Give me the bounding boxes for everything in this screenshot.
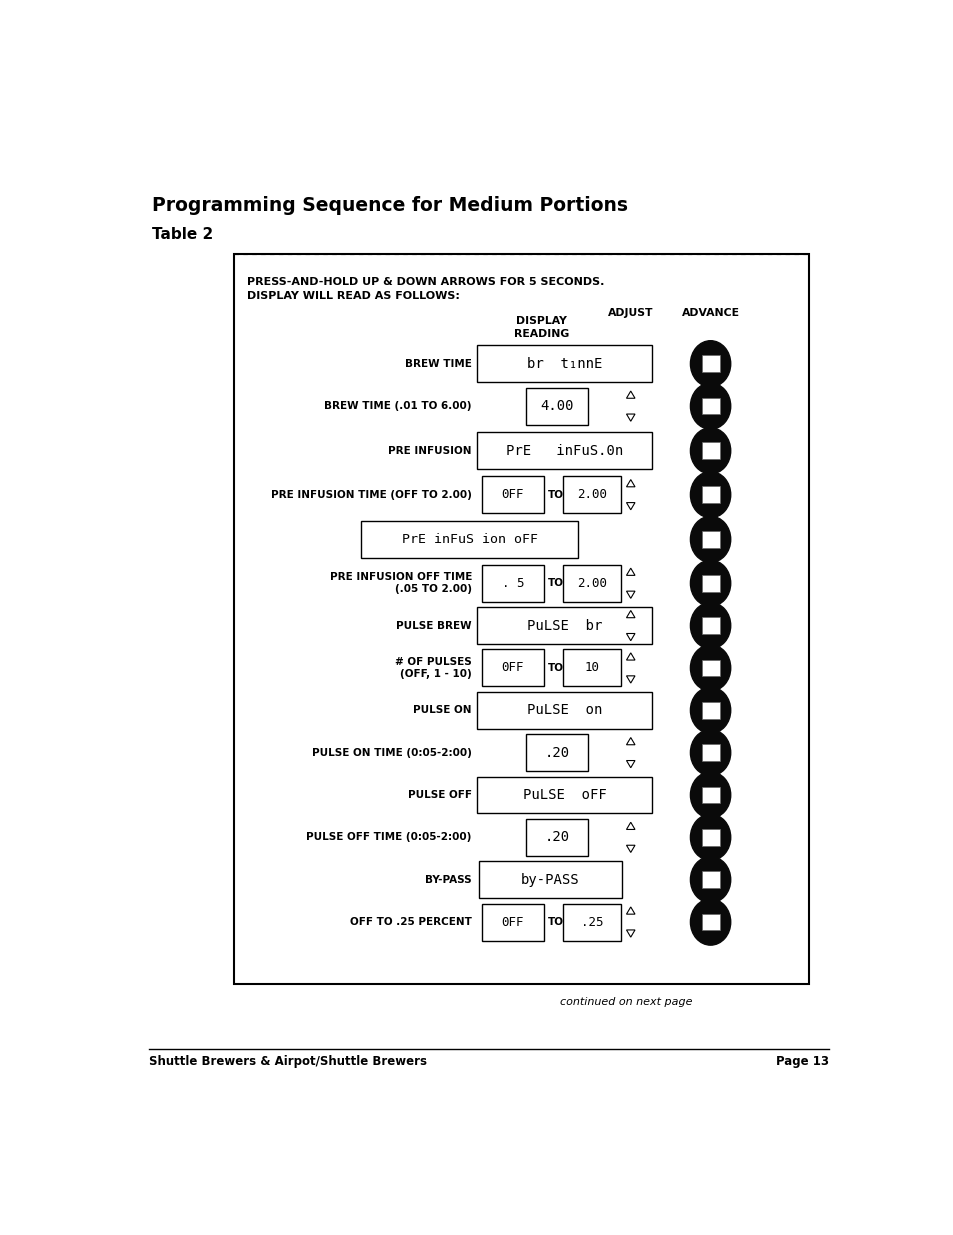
Ellipse shape xyxy=(690,645,730,692)
Text: 10: 10 xyxy=(584,662,599,674)
Text: 0FF: 0FF xyxy=(501,488,523,501)
Bar xyxy=(700,487,719,503)
Text: .20: .20 xyxy=(544,746,569,760)
Ellipse shape xyxy=(690,772,730,818)
Bar xyxy=(700,787,719,803)
Bar xyxy=(476,608,651,645)
Bar xyxy=(476,432,651,469)
Ellipse shape xyxy=(690,857,730,903)
Ellipse shape xyxy=(690,730,730,776)
Ellipse shape xyxy=(690,814,730,861)
Bar xyxy=(700,576,719,592)
Text: TO: TO xyxy=(547,663,563,673)
Text: 2.00: 2.00 xyxy=(577,488,607,501)
Text: DISPLAY
READING: DISPLAY READING xyxy=(514,316,569,338)
Bar xyxy=(476,777,651,814)
Bar xyxy=(700,659,719,677)
Text: PuLSE  oFF: PuLSE oFF xyxy=(522,788,606,802)
Text: Page 13: Page 13 xyxy=(776,1055,828,1068)
Text: DISPLAY WILL READ AS FOLLOWS:: DISPLAY WILL READ AS FOLLOWS: xyxy=(247,290,459,300)
Text: TO: TO xyxy=(547,490,563,500)
Bar xyxy=(700,872,719,888)
Text: 4.00: 4.00 xyxy=(539,399,574,414)
Text: by-PASS: by-PASS xyxy=(520,873,579,887)
Bar xyxy=(525,388,587,425)
Ellipse shape xyxy=(690,427,730,474)
Text: PULSE OFF TIME (0:05-2:00): PULSE OFF TIME (0:05-2:00) xyxy=(306,832,472,842)
Ellipse shape xyxy=(690,899,730,945)
Text: PRE INFUSION OFF TIME
(.05 TO 2.00): PRE INFUSION OFF TIME (.05 TO 2.00) xyxy=(329,572,472,594)
Bar xyxy=(700,914,719,930)
Text: PRE INFUSION: PRE INFUSION xyxy=(388,446,472,456)
Text: 2.00: 2.00 xyxy=(577,577,607,590)
Bar xyxy=(700,531,719,547)
Text: continued on next page: continued on next page xyxy=(559,997,692,1007)
Bar xyxy=(562,564,620,601)
Text: PRE INFUSION: PRE INFUSION xyxy=(388,535,472,545)
Text: PRESS-AND-HOLD UP & DOWN ARROWS FOR 5 SECONDS.: PRESS-AND-HOLD UP & DOWN ARROWS FOR 5 SE… xyxy=(247,277,604,287)
Ellipse shape xyxy=(690,516,730,562)
Text: . 5: . 5 xyxy=(501,577,523,590)
Bar xyxy=(700,745,719,761)
Text: PULSE BREW: PULSE BREW xyxy=(395,621,472,631)
Ellipse shape xyxy=(690,383,730,430)
Bar xyxy=(700,701,719,719)
Ellipse shape xyxy=(690,687,730,734)
Text: BREW TIME: BREW TIME xyxy=(405,359,472,369)
Text: Shuttle Brewers & Airpot/Shuttle Brewers: Shuttle Brewers & Airpot/Shuttle Brewers xyxy=(149,1055,426,1068)
Text: .20: .20 xyxy=(544,830,569,845)
Bar xyxy=(481,650,543,687)
Bar xyxy=(481,904,543,941)
Text: PrE inFuS ion oFF: PrE inFuS ion oFF xyxy=(401,532,537,546)
Text: PULSE OFF: PULSE OFF xyxy=(408,790,472,800)
Text: PrE   inFuS.0n: PrE inFuS.0n xyxy=(505,443,622,458)
Bar xyxy=(525,734,587,771)
Bar xyxy=(360,521,578,558)
Text: 0FF: 0FF xyxy=(501,662,523,674)
Text: PuLSE  br: PuLSE br xyxy=(526,619,601,632)
Text: PULSE ON TIME (0:05-2:00): PULSE ON TIME (0:05-2:00) xyxy=(312,747,472,757)
Ellipse shape xyxy=(690,341,730,387)
Bar xyxy=(233,254,808,983)
Bar xyxy=(700,356,719,372)
Text: PuLSE  on: PuLSE on xyxy=(526,703,601,718)
Text: .25: .25 xyxy=(580,915,603,929)
Bar xyxy=(562,477,620,514)
Ellipse shape xyxy=(690,472,730,517)
Text: PULSE ON: PULSE ON xyxy=(413,705,472,715)
Text: TO: TO xyxy=(547,918,563,927)
Bar xyxy=(481,564,543,601)
Bar xyxy=(700,442,719,459)
Text: # OF PULSES
(OFF, 1 - 10): # OF PULSES (OFF, 1 - 10) xyxy=(395,657,472,679)
Bar xyxy=(525,819,587,856)
Bar xyxy=(562,650,620,687)
Text: br  t₁nnE: br t₁nnE xyxy=(526,357,601,370)
Bar xyxy=(476,692,651,729)
Text: OFF TO .25 PERCENT: OFF TO .25 PERCENT xyxy=(350,918,472,927)
Text: Programming Sequence for Medium Portions: Programming Sequence for Medium Portions xyxy=(152,196,627,215)
Bar xyxy=(478,861,621,898)
Text: ADVANCE: ADVANCE xyxy=(680,309,739,319)
Text: BY-PASS: BY-PASS xyxy=(425,874,472,884)
Bar xyxy=(700,398,719,415)
Ellipse shape xyxy=(690,603,730,648)
Text: Table 2: Table 2 xyxy=(152,227,213,242)
Bar xyxy=(476,346,651,383)
Bar xyxy=(481,477,543,514)
Text: BREW TIME (.01 TO 6.00): BREW TIME (.01 TO 6.00) xyxy=(324,401,472,411)
Text: ADJUST: ADJUST xyxy=(607,309,653,319)
Bar xyxy=(700,618,719,634)
Text: 0FF: 0FF xyxy=(501,915,523,929)
Ellipse shape xyxy=(690,561,730,606)
Text: PRE INFUSION TIME (OFF TO 2.00): PRE INFUSION TIME (OFF TO 2.00) xyxy=(271,490,472,500)
Bar xyxy=(562,904,620,941)
Bar xyxy=(700,829,719,846)
Text: TO: TO xyxy=(547,578,563,588)
